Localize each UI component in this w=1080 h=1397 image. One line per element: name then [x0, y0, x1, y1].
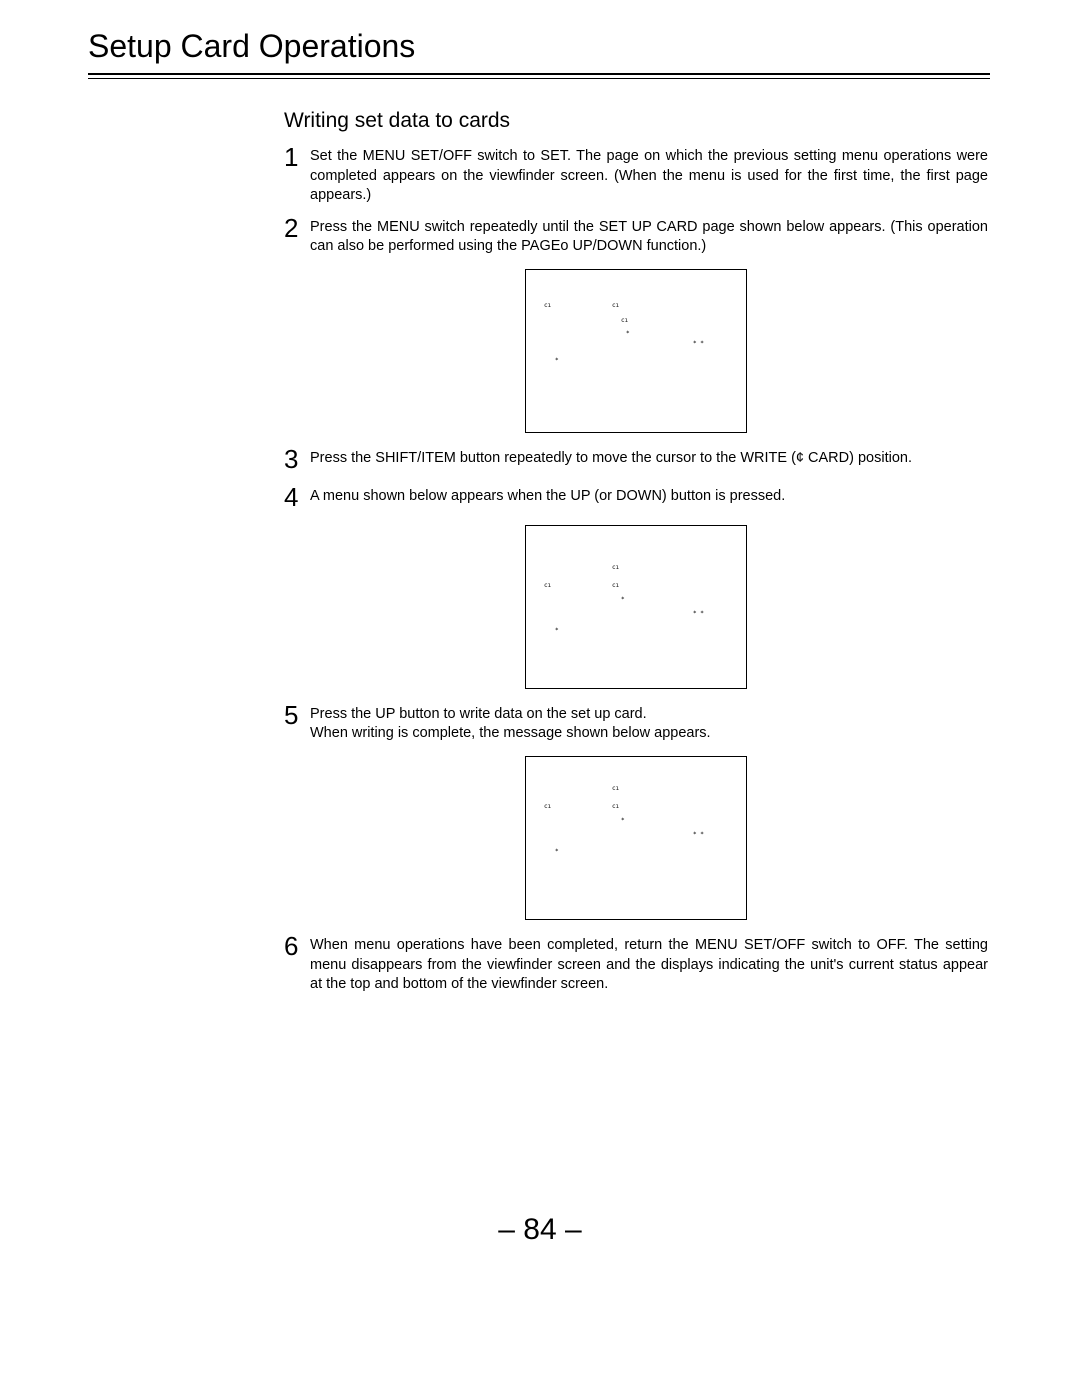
box-mark: *: [626, 330, 630, 337]
steps-list: 1 Set the MENU SET/OFF switch to SET. Th…: [284, 147, 988, 995]
step-number: 5: [284, 702, 308, 728]
step-number: 1: [284, 144, 308, 170]
box-mark: * *: [693, 340, 704, 347]
box-mark: * *: [693, 831, 704, 838]
step-number: 6: [284, 933, 308, 959]
box-mark: * *: [693, 610, 704, 617]
rule-thick: [88, 73, 990, 75]
step-number: 3: [284, 446, 308, 472]
box-mark: *: [621, 596, 625, 603]
page: Setup Card Operations Writing set data t…: [0, 0, 1080, 1397]
step-5: 5 Press the UP button to write data on t…: [284, 705, 988, 744]
step-1: 1 Set the MENU SET/OFF switch to SET. Th…: [284, 147, 988, 206]
step-number: 2: [284, 215, 308, 241]
section-title: Writing set data to cards: [284, 109, 990, 133]
box-mark: cı: [612, 785, 619, 792]
box-mark: cı: [621, 317, 628, 324]
menu-box-1-wrap: cı cı cı * * * *: [284, 269, 988, 433]
box-mark: *: [555, 357, 559, 364]
step-text: Press the MENU switch repeatedly until t…: [308, 218, 988, 257]
step-3: 3 Press the SHIFT/ITEM button repeatedly…: [284, 449, 988, 475]
box-mark: *: [621, 817, 625, 824]
menu-box: cı cı cı * * * *: [525, 269, 747, 433]
menu-box: cı cı cı * * * *: [525, 756, 747, 920]
box-mark: cı: [544, 582, 551, 589]
step-text: Set the MENU SET/OFF switch to SET. The …: [308, 147, 988, 206]
step-6: 6 When menu operations have been complet…: [284, 936, 988, 995]
box-mark: *: [555, 627, 559, 634]
step-text-line: Press the MENU switch repeatedly until t…: [310, 219, 988, 255]
box-mark: cı: [544, 803, 551, 810]
box-mark: cı: [544, 302, 551, 309]
step-number: 4: [284, 484, 308, 510]
step-text: A menu shown below appears when the UP (…: [308, 487, 988, 507]
box-mark: cı: [612, 803, 619, 810]
step-2: 2 Press the MENU switch repeatedly until…: [284, 218, 988, 257]
page-number: – 84 –: [0, 1213, 1080, 1247]
box-mark: cı: [612, 302, 619, 309]
box-mark: cı: [612, 582, 619, 589]
rule-thin: [88, 78, 990, 79]
box-mark: *: [555, 848, 559, 855]
step-text: When menu operations have been completed…: [308, 936, 988, 995]
page-title: Setup Card Operations: [88, 28, 990, 65]
box-mark: cı: [612, 564, 619, 571]
menu-box-3-wrap: cı cı cı * * * *: [284, 756, 988, 920]
menu-box-2-wrap: cı cı cı * * * *: [284, 525, 988, 689]
step-text: Press the SHIFT/ITEM button repeatedly t…: [308, 449, 988, 469]
step-5-line1: Press the UP button to write data on the…: [310, 706, 647, 722]
menu-box: cı cı cı * * * *: [525, 525, 747, 689]
step-5-line2: When writing is complete, the message sh…: [310, 725, 711, 741]
step-text: Press the UP button to write data on the…: [308, 705, 988, 744]
step-4: 4 A menu shown below appears when the UP…: [284, 487, 988, 513]
